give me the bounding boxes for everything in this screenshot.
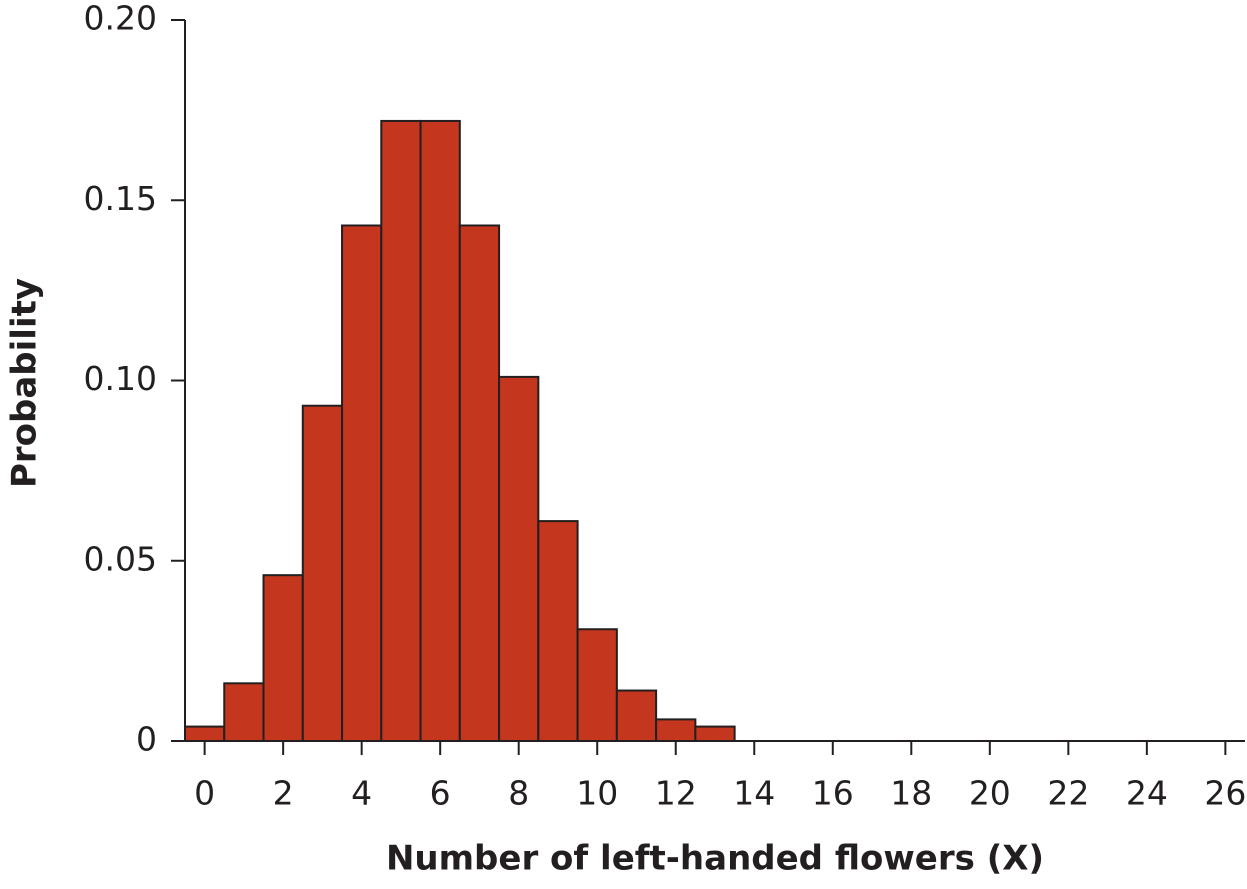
y-tick-label: 0 xyxy=(136,720,157,759)
x-tick-label: 14 xyxy=(733,774,775,813)
x-tick-label: 18 xyxy=(890,774,932,813)
bar xyxy=(380,119,422,742)
x-tick-label: 12 xyxy=(655,774,697,813)
bar xyxy=(341,224,383,743)
bar xyxy=(498,375,540,742)
bar xyxy=(694,725,736,743)
y-tick-label: 0.05 xyxy=(84,539,157,578)
bar xyxy=(576,628,618,742)
x-tick-label: 6 xyxy=(430,774,451,813)
y-axis-title: Probability xyxy=(5,278,45,488)
x-tick-label: 26 xyxy=(1204,774,1246,813)
x-tick-label: 2 xyxy=(273,774,294,813)
x-axis-title: Number of left-handed flowers (X) xyxy=(386,839,1044,879)
x-tick-label: 20 xyxy=(969,774,1011,813)
bar xyxy=(419,119,461,742)
bar xyxy=(537,520,579,742)
y-tick-label: 0.20 xyxy=(84,0,157,38)
y-tick-label: 0.10 xyxy=(84,359,157,398)
bar xyxy=(223,682,265,743)
bar xyxy=(301,404,344,742)
x-tick-label: 16 xyxy=(812,774,854,813)
x-tick-label: 4 xyxy=(351,774,372,813)
bar xyxy=(615,689,658,743)
x-tick-label: 22 xyxy=(1047,774,1089,813)
x-tick-label: 0 xyxy=(194,774,215,813)
x-tick-label: 10 xyxy=(576,774,618,813)
y-tick-label: 0.15 xyxy=(84,179,157,218)
bar xyxy=(184,725,226,743)
bar xyxy=(262,574,304,742)
x-tick-label: 8 xyxy=(508,774,529,813)
x-tick-label: 24 xyxy=(1126,774,1168,813)
bar xyxy=(458,224,501,743)
bar xyxy=(655,718,697,742)
